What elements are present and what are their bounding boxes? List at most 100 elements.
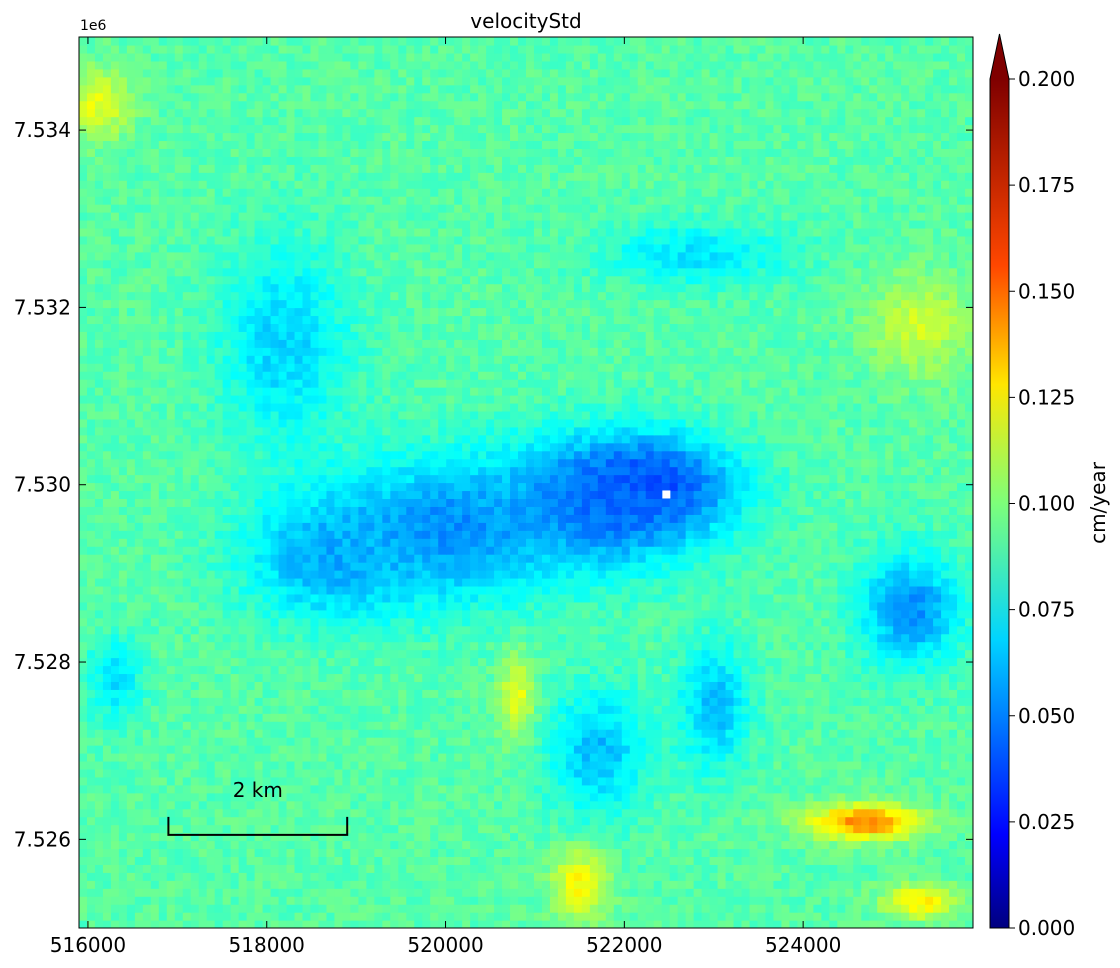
heatmap-cell <box>869 880 878 889</box>
heatmap-cell <box>366 848 375 858</box>
heatmap-cell <box>518 609 527 619</box>
heatmap-cell <box>781 609 791 619</box>
heatmap-cell <box>781 896 791 905</box>
heatmap-cell <box>102 601 112 611</box>
heatmap-cell <box>869 705 878 714</box>
heatmap-cell <box>637 673 647 682</box>
heatmap-cell <box>294 657 304 667</box>
heatmap-cell <box>645 625 655 635</box>
heatmap-cell <box>717 792 727 802</box>
heatmap-cell <box>390 681 399 690</box>
heatmap-cell <box>398 633 407 643</box>
heatmap-cell <box>805 593 814 603</box>
heatmap-cell <box>494 721 503 730</box>
heatmap-cell <box>214 593 224 603</box>
heatmap-cell <box>901 904 910 913</box>
heatmap-cell <box>549 760 559 770</box>
heatmap-cell <box>613 768 623 778</box>
heatmap-cell <box>733 792 743 802</box>
heatmap-cell <box>510 776 519 786</box>
heatmap-cell <box>79 593 88 603</box>
heatmap-cell <box>270 625 280 635</box>
heatmap-cell <box>781 792 791 802</box>
heatmap-cell <box>238 752 248 762</box>
heatmap-cell <box>470 792 479 802</box>
heatmap-cell <box>789 840 798 850</box>
heatmap-cell <box>869 745 878 754</box>
heatmap-cell <box>358 681 367 690</box>
heatmap-cell <box>510 816 519 826</box>
heatmap-cell <box>350 721 359 730</box>
heatmap-cell <box>510 665 519 675</box>
heatmap-cell <box>661 617 671 627</box>
heatmap-cell <box>757 609 767 619</box>
heatmap-cell <box>166 609 176 619</box>
heatmap-cell <box>717 920 727 928</box>
heatmap-cell <box>94 601 104 611</box>
heatmap-cell <box>565 721 575 730</box>
heatmap-cell <box>733 681 743 690</box>
heatmap-cell <box>725 665 735 675</box>
heatmap-cell <box>669 665 679 675</box>
heatmap-cell <box>318 784 328 794</box>
heatmap-cell <box>837 776 846 786</box>
heatmap-cell <box>941 665 950 675</box>
heatmap-cell <box>885 601 894 611</box>
heatmap-cell <box>853 689 862 698</box>
heatmap-cell <box>342 864 351 873</box>
heatmap-cell <box>605 784 615 794</box>
heatmap-cell <box>174 848 184 858</box>
heatmap-cell <box>645 593 655 603</box>
heatmap-cell <box>526 880 535 889</box>
heatmap-cell <box>909 641 918 651</box>
heatmap-cell <box>334 832 344 842</box>
heatmap-cell <box>749 609 759 619</box>
heatmap-cell <box>957 593 966 603</box>
heatmap-cell <box>541 633 551 643</box>
heatmap-cell <box>510 737 519 746</box>
heatmap-cell <box>254 673 264 682</box>
heatmap-cell <box>254 737 264 746</box>
heatmap-cell <box>925 681 934 690</box>
heatmap-cell <box>246 593 256 603</box>
heatmap-cell <box>150 760 160 770</box>
heatmap-cell <box>206 896 216 905</box>
heatmap-cell <box>366 577 375 587</box>
heatmap-cell <box>797 657 806 667</box>
heatmap-cell <box>118 745 128 754</box>
heatmap-cell <box>925 904 934 913</box>
heatmap-cell <box>446 784 455 794</box>
heatmap-cell <box>541 864 551 873</box>
heatmap-cell <box>86 601 96 611</box>
heatmap-cell <box>757 904 767 913</box>
heatmap-cell <box>813 697 822 706</box>
heatmap-cell <box>885 697 894 706</box>
heatmap-cell <box>549 880 559 889</box>
heatmap-cell <box>861 657 870 667</box>
heatmap-cell <box>805 737 814 746</box>
heatmap-cell <box>541 601 551 611</box>
heatmap-cell <box>629 745 639 754</box>
heatmap-cell <box>454 776 463 786</box>
heatmap-cell <box>390 577 399 587</box>
heatmap-cell <box>685 681 695 690</box>
heatmap-cell <box>510 649 519 659</box>
heatmap-cell <box>390 784 399 794</box>
heatmap-cell <box>685 832 695 842</box>
heatmap-cell <box>374 824 383 834</box>
heatmap-cell <box>286 816 296 826</box>
heatmap-cell <box>238 689 248 698</box>
heatmap-cell <box>318 816 328 826</box>
heatmap-cell <box>773 673 783 682</box>
heatmap-cell <box>110 673 120 682</box>
heatmap-cell <box>510 792 519 802</box>
heatmap-cell <box>957 713 966 722</box>
heatmap-cell <box>134 800 144 810</box>
heatmap-cell <box>925 920 934 928</box>
heatmap-cell <box>669 824 679 834</box>
heatmap-cell <box>965 721 973 730</box>
heatmap-cell <box>845 633 854 643</box>
heatmap-cell <box>350 904 359 913</box>
heatmap-cell <box>949 840 958 850</box>
heatmap-cell <box>605 737 615 746</box>
